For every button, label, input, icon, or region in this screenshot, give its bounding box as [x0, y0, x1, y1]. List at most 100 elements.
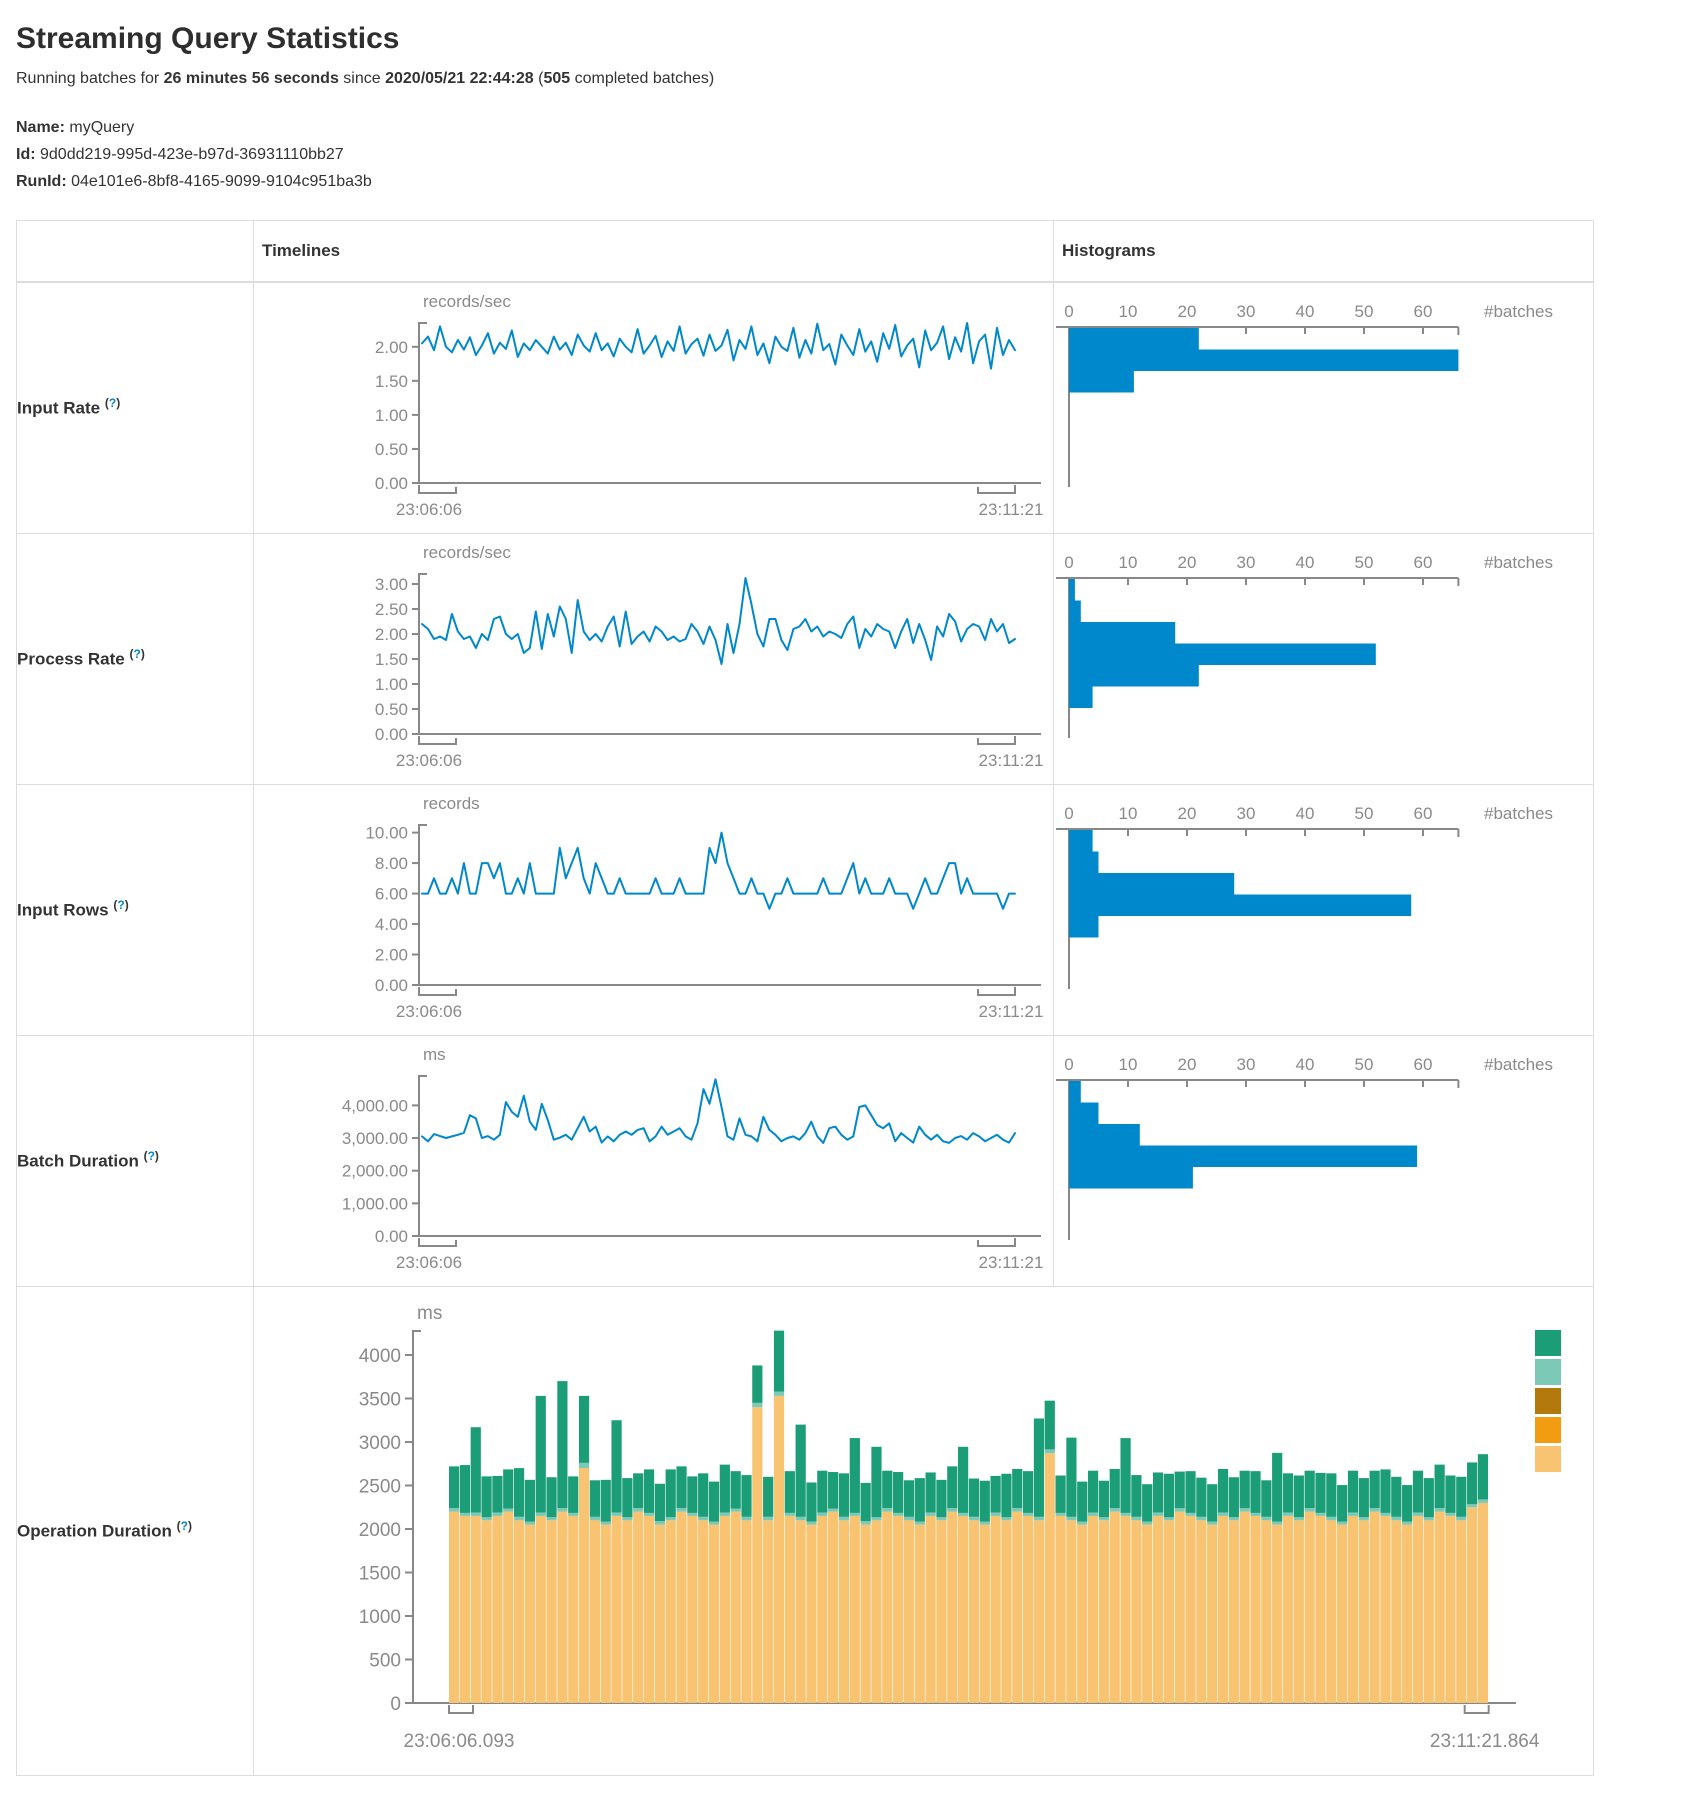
- svg-text:0.50: 0.50: [375, 700, 408, 719]
- table-header-row: Timelines Histograms: [16, 219, 1594, 283]
- help-icon[interactable]: (?): [113, 898, 128, 912]
- summary-start-time: 2020/05/21 22:44:28: [385, 70, 534, 87]
- process-rate-label: Process Rate: [17, 649, 125, 669]
- input-rate-timeline-chart: records/sec 0.00 0.50 1.00 1.50 2.00 23:06:06 2…: [253, 281, 1054, 534]
- svg-text:1.00: 1.00: [375, 405, 408, 424]
- svg-text:500: 500: [369, 1650, 401, 1671]
- query-runid-row: RunId: 04e101e6-8bf8-4165-9099-9104c951b…: [16, 168, 1677, 195]
- summary-mid: since: [338, 70, 386, 87]
- svg-text:10: 10: [1119, 1055, 1138, 1074]
- svg-text:8.00: 8.00: [375, 854, 408, 873]
- question-mark-icon: ?: [117, 898, 125, 913]
- row-label-process-rate: Process Rate (?): [16, 532, 254, 785]
- statistics-table: Timelines Histograms Input Rate (?) reco…: [16, 219, 1594, 1776]
- svg-text:3,000.00: 3,000.00: [342, 1129, 408, 1148]
- summary-prefix: Running batches for: [16, 70, 164, 87]
- svg-text:0: 0: [1064, 302, 1073, 321]
- question-mark-icon: ?: [108, 396, 117, 411]
- timelines-column-header: Timelines: [253, 219, 1054, 283]
- query-name-value: myQuery: [69, 119, 135, 136]
- help-icon[interactable]: (?): [144, 1149, 159, 1163]
- help-icon[interactable]: (?): [105, 396, 120, 410]
- svg-text:10: 10: [1119, 804, 1138, 823]
- input-rows-timeline-chart: records 0.00 2.00 4.00 6.00 8.00 10.00 23:06:06…: [253, 783, 1054, 1036]
- help-paren-open: (: [113, 898, 118, 913]
- help-icon[interactable]: (?): [129, 647, 144, 661]
- svg-text:1.50: 1.50: [375, 650, 408, 669]
- query-id-row: Id: 9d0dd219-995d-423e-b97d-36931110bb27: [16, 141, 1677, 168]
- svg-text:23:11:21: 23:11:21: [979, 1002, 1044, 1021]
- svg-text:ms: ms: [423, 1045, 446, 1064]
- svg-text:ms: ms: [417, 1303, 442, 1324]
- svg-text:4,000.00: 4,000.00: [342, 1096, 408, 1115]
- batch-duration-timeline-chart: ms 0.00 1,000.00 2,000.00 3,000.00 4,000.00 23…: [253, 1034, 1054, 1287]
- metric-column-header: [16, 219, 254, 283]
- svg-text:2.00: 2.00: [375, 945, 408, 964]
- svg-text:#batches: #batches: [1484, 804, 1553, 823]
- process-rate-histogram-chart: 0 10 20 30 40 50 60 #batches: [1053, 532, 1594, 785]
- process-rate-row: Process Rate (?) records/sec 0.00 0.50 1.00…: [16, 532, 1594, 785]
- svg-text:50: 50: [1355, 302, 1374, 321]
- svg-text:23:11:21: 23:11:21: [979, 1253, 1044, 1272]
- running-batches-summary: Running batches for 26 minutes 56 second…: [16, 70, 1677, 88]
- row-label-input-rows: Input Rows (?): [16, 783, 254, 1036]
- svg-text:30: 30: [1237, 1055, 1256, 1074]
- help-paren-close: ): [124, 898, 129, 913]
- svg-text:1,000.00: 1,000.00: [342, 1194, 408, 1213]
- histograms-column-header: Histograms: [1053, 219, 1594, 283]
- query-runid-label: RunId:: [16, 173, 67, 191]
- batch-duration-label: Batch Duration: [17, 1151, 139, 1171]
- help-paren-open: (: [129, 647, 134, 662]
- svg-text:records/sec: records/sec: [423, 543, 511, 562]
- help-icon[interactable]: (?): [177, 1519, 192, 1533]
- process-rate-timeline-chart: records/sec 0.00 0.50 1.00 1.50 2.00 2.50 3.00 2…: [253, 532, 1054, 785]
- svg-text:2500: 2500: [359, 1476, 401, 1497]
- svg-text:60: 60: [1414, 1055, 1433, 1074]
- svg-text:0.00: 0.00: [375, 1227, 408, 1246]
- svg-text:records: records: [423, 794, 480, 813]
- input-rate-row: Input Rate (?) records/sec 0.00 0.50 1.00 1.…: [16, 281, 1594, 534]
- svg-text:#batches: #batches: [1484, 553, 1553, 572]
- batch-duration-row: Batch Duration (?) ms 0.00 1,000.00 2,000.0…: [16, 1034, 1594, 1287]
- svg-text:50: 50: [1355, 1055, 1374, 1074]
- svg-text:0.50: 0.50: [375, 440, 408, 459]
- help-paren-close: ): [154, 1149, 159, 1164]
- svg-text:20: 20: [1178, 302, 1197, 321]
- query-name-label: Name:: [16, 119, 65, 136]
- help-paren-close: ): [116, 396, 121, 411]
- input-rate-label: Input Rate: [17, 398, 101, 418]
- svg-text:40: 40: [1296, 804, 1315, 823]
- svg-text:60: 60: [1414, 804, 1433, 823]
- summary-suffix: completed batches): [570, 70, 715, 87]
- svg-text:10: 10: [1119, 553, 1138, 572]
- operation-duration-stacked-chart: ms 0 500 1000 1500 2000 2500 3000 3500 4000 23:06:…: [253, 1285, 1594, 1776]
- svg-text:1000: 1000: [359, 1607, 401, 1628]
- query-id-label: Id:: [16, 146, 36, 164]
- svg-text:3500: 3500: [359, 1389, 401, 1410]
- svg-text:0.00: 0.00: [375, 725, 408, 744]
- svg-text:1500: 1500: [359, 1563, 401, 1584]
- svg-text:23:06:06: 23:06:06: [396, 1253, 462, 1272]
- svg-text:60: 60: [1414, 553, 1433, 572]
- svg-text:#batches: #batches: [1484, 302, 1553, 321]
- svg-text:30: 30: [1237, 804, 1256, 823]
- input-rows-histogram-chart: 0 10 20 30 40 50 60 #batches: [1053, 783, 1594, 1036]
- page-title: Streaming Query Statistics: [16, 22, 400, 55]
- svg-text:40: 40: [1296, 1055, 1315, 1074]
- svg-text:50: 50: [1355, 553, 1374, 572]
- svg-text:20: 20: [1178, 553, 1197, 572]
- svg-text:records/sec: records/sec: [423, 292, 511, 311]
- svg-text:20: 20: [1178, 1055, 1197, 1074]
- question-mark-icon: ?: [180, 1519, 188, 1534]
- svg-text:23:06:06.093: 23:06:06.093: [404, 1731, 515, 1752]
- svg-text:40: 40: [1296, 302, 1315, 321]
- svg-text:50: 50: [1355, 804, 1374, 823]
- svg-text:0: 0: [1064, 553, 1073, 572]
- input-rows-label: Input Rows: [17, 900, 109, 920]
- svg-text:10.00: 10.00: [365, 823, 408, 842]
- query-name-row: Name: myQuery: [16, 114, 1677, 141]
- summary-open-paren: (: [533, 70, 544, 87]
- svg-text:0.00: 0.00: [375, 976, 408, 995]
- svg-text:23:11:21: 23:11:21: [979, 751, 1044, 770]
